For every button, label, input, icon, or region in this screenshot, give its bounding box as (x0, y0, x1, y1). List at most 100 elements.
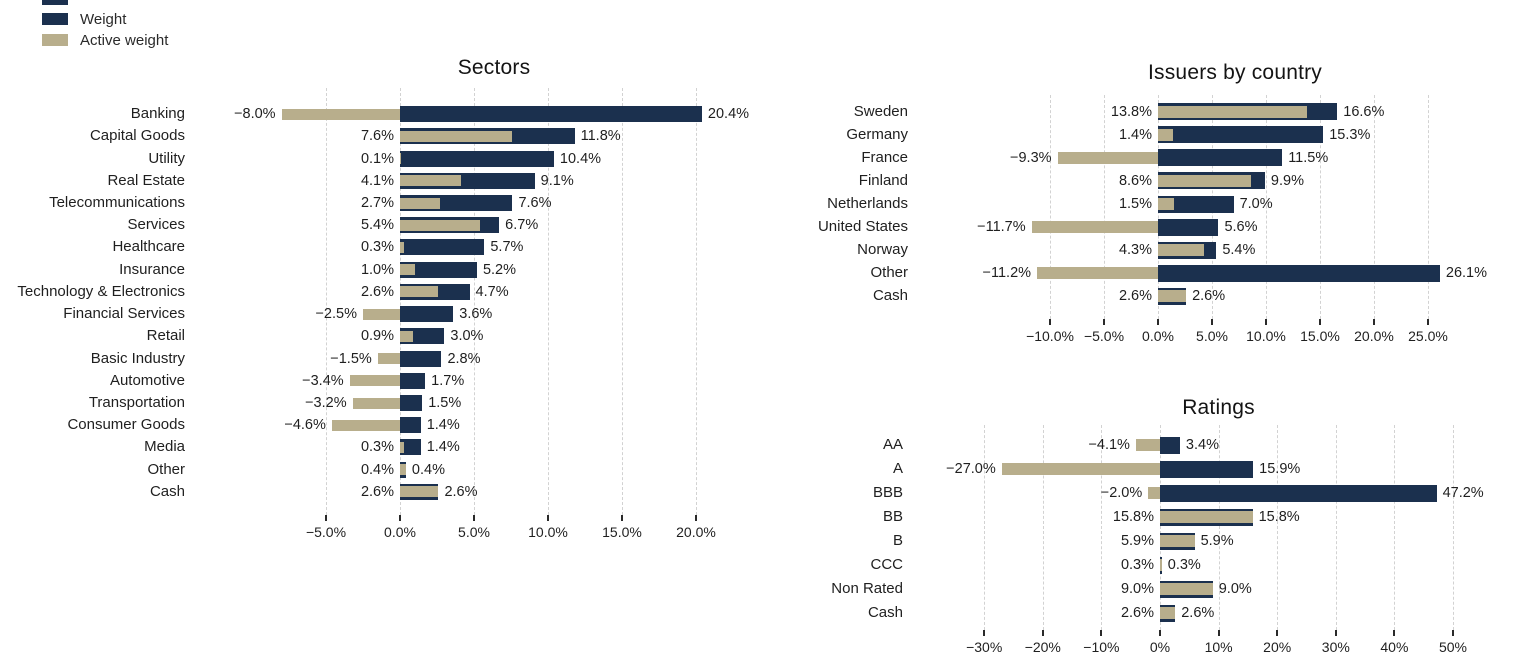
x-tick-mark (1427, 319, 1429, 325)
weight-value-label: 9.1% (540, 172, 574, 189)
category-label: Media (144, 438, 185, 456)
category-label: BBB (872, 484, 903, 501)
category-label: AA (882, 436, 903, 453)
category-label: Telecommunications (49, 194, 185, 211)
weight-value-label: 9.0% (1218, 581, 1252, 597)
x-tick-mark (1103, 319, 1105, 325)
category-label: Retail (146, 327, 185, 345)
category-label: Capital Goods (89, 127, 185, 145)
x-tick-label: −10.0% (1026, 328, 1074, 344)
category-label: Sweden (853, 102, 908, 120)
active-weight-bar (1001, 463, 1160, 475)
gridline (548, 88, 549, 515)
active-weight-value-label: −3.2% (305, 395, 347, 411)
weight-bar (400, 417, 421, 434)
weight-value-label: 2.6% (1181, 605, 1215, 621)
weight-bar (400, 395, 423, 411)
weight-value-label: 5.2% (482, 261, 517, 278)
category-label: Financial Services (63, 305, 185, 323)
x-tick-mark (1217, 630, 1220, 636)
active-weight-value-label: 1.4% (1118, 126, 1152, 143)
weight-value-label: 1.5% (428, 395, 462, 411)
category-label: Healthcare (112, 238, 185, 256)
weight-value-label: 0.4% (411, 461, 445, 478)
gridline (1374, 95, 1375, 319)
x-tick-label: 10% (1204, 639, 1233, 655)
category-label: Other (870, 264, 908, 282)
weight-value-label: 2.8% (447, 350, 481, 367)
weight-value-label: 1.4% (426, 439, 460, 456)
weight-value-label: 15.3% (1329, 126, 1371, 143)
weight-bar (1158, 149, 1283, 167)
x-tick-label: 15.0% (602, 524, 642, 540)
weight-value-label: 26.1% (1445, 265, 1487, 282)
active-weight-bar (400, 264, 415, 276)
category-label: Utility (148, 149, 185, 167)
weight-bar (400, 150, 554, 167)
weight-bar (400, 372, 426, 389)
x-tick-label: −30% (966, 639, 1003, 655)
legend-swatch-active-weight (42, 34, 68, 46)
x-tick-label: 15.0% (1300, 328, 1340, 344)
active-weight-value-label: 13.8% (1110, 103, 1152, 120)
weight-value-label: 1.7% (431, 372, 465, 389)
x-tick-label: 20.0% (676, 524, 716, 540)
active-weight-bar (1160, 535, 1195, 547)
x-tick-mark (325, 515, 327, 521)
weight-value-label: 15.9% (1259, 461, 1301, 477)
x-tick-label: 25.0% (1408, 328, 1448, 344)
active-weight-value-label: 4.3% (1118, 242, 1152, 259)
weight-value-label: 3.6% (459, 306, 493, 323)
active-weight-bar (1158, 244, 1205, 257)
gridline (1218, 425, 1220, 630)
chart-title-ratings: Ratings (1182, 396, 1255, 419)
x-tick-mark (1334, 630, 1337, 636)
active-weight-value-label: −4.6% (284, 417, 326, 434)
active-weight-value-label: −2.5% (315, 306, 357, 323)
active-weight-bar (400, 153, 402, 165)
category-label: Technology & Electronics (17, 282, 185, 300)
x-tick-label: 5.0% (458, 524, 490, 540)
category-label: Banking (130, 105, 185, 123)
active-weight-bar (400, 286, 439, 298)
legend-label-active-weight: Active weight (80, 32, 169, 49)
weight-bar (400, 239, 485, 256)
category-label: CCC (870, 556, 904, 573)
weight-value-label: 4.7% (475, 283, 509, 300)
weight-value-label: 7.6% (518, 195, 552, 211)
legend-label-weight: Weight (80, 11, 127, 28)
category-label: France (861, 148, 908, 166)
category-label: Cash (872, 287, 908, 305)
weight-value-label: 6.7% (505, 217, 539, 234)
active-weight-value-label: 0.4% (360, 461, 394, 478)
category-label: Cash (867, 604, 903, 621)
x-tick-mark (1452, 630, 1454, 636)
x-tick-label: 50% (1438, 639, 1468, 655)
x-tick-mark (1373, 319, 1375, 325)
category-label: Automotive (109, 371, 185, 389)
active-weight-value-label: 9.0% (1120, 581, 1154, 597)
category-label: Other (147, 460, 185, 478)
weight-bar (400, 306, 454, 323)
active-weight-value-label: 2.7% (360, 195, 394, 211)
weight-bar (1160, 436, 1180, 454)
weight-bar (400, 350, 442, 367)
weight-bar (1158, 218, 1219, 236)
active-weight-bar (1158, 198, 1175, 210)
gridline (1266, 95, 1267, 319)
gridline (984, 425, 986, 630)
weight-value-label: 3.4% (1185, 437, 1219, 453)
x-tick-mark (983, 630, 986, 636)
x-tick-mark (1157, 319, 1159, 325)
category-label: Consumer Goods (67, 416, 185, 434)
active-weight-bar (400, 441, 405, 453)
weight-value-label: 1.4% (426, 417, 460, 434)
weight-value-label: 0.3% (1167, 557, 1201, 573)
category-label: Finland (858, 171, 908, 189)
weight-bar (1158, 126, 1324, 144)
category-label: A (892, 460, 903, 477)
active-weight-bar (400, 241, 405, 253)
active-weight-value-label: 2.6% (360, 483, 394, 500)
active-weight-bar (400, 486, 439, 498)
weight-value-label: 7.0% (1239, 196, 1273, 212)
